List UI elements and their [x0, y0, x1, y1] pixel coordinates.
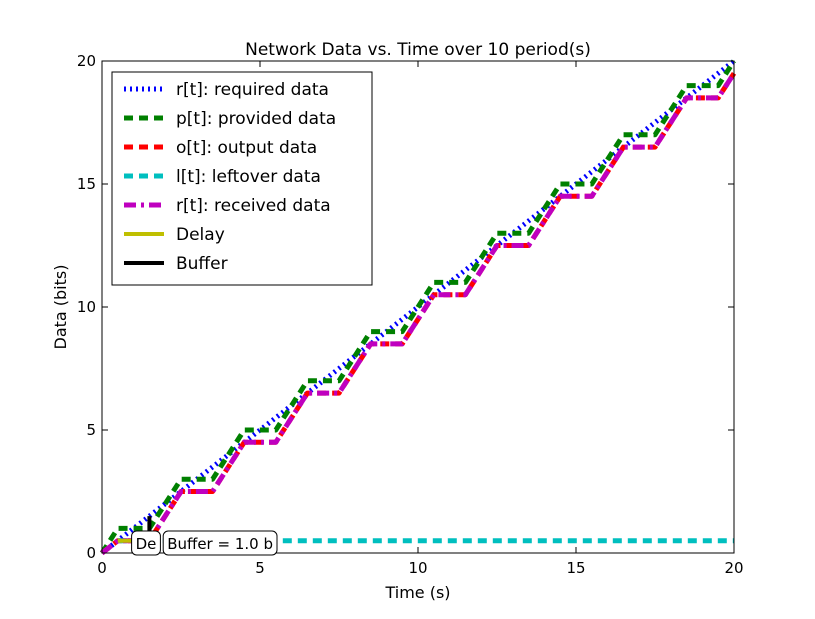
x-axis-label: Time (s) — [384, 583, 450, 602]
series-line-r-t-received-data — [100, 71, 737, 555]
annotation-layer: De Buffer = 1.0 b — [131, 530, 278, 556]
x-tick-label: 5 — [255, 559, 265, 577]
y-axis-label: Data (bits) — [51, 265, 70, 350]
legend-label: p[t]: provided data — [176, 109, 336, 129]
chart-title: Network Data vs. Time over 10 period(s) — [245, 40, 591, 60]
legend-entry-delay: Delay — [124, 225, 225, 245]
legend-entry-o-t-output-data: o[t]: output data — [124, 138, 317, 158]
series-layer — [99, 59, 737, 555]
legend-entry-l-t-leftover-data: l[t]: leftover data — [124, 167, 321, 187]
x-tick-label: 15 — [566, 559, 585, 577]
annotation-box — [131, 530, 161, 556]
annotation-text: De — [136, 535, 157, 553]
y-tick-label: 10 — [77, 298, 96, 316]
legend-label: Delay — [176, 225, 225, 245]
legend-label: r[t]: received data — [176, 196, 331, 216]
annotation-box — [162, 530, 278, 556]
annotation-buffer-1-0-b: Buffer = 1.0 b — [162, 530, 278, 556]
series-line-r-t-required-data — [100, 59, 736, 555]
x-tick-label: 0 — [97, 559, 107, 577]
series-line-p-t-provided-data — [99, 59, 737, 555]
legend-label: l[t]: leftover data — [176, 167, 321, 187]
y-tick-label: 20 — [77, 52, 96, 70]
legend: r[t]: required data p[t]: provided data o[… — [111, 71, 373, 286]
legend-label: r[t]: required data — [176, 80, 329, 100]
legend-label: Buffer — [176, 254, 228, 274]
legend-entry-r-t-required-data: r[t]: required data — [124, 80, 329, 100]
legend-entry-buffer: Buffer — [124, 254, 228, 274]
legend-entry-p-t-provided-data: p[t]: provided data — [124, 109, 336, 129]
x-tick-label: 10 — [408, 559, 427, 577]
legend-label: o[t]: output data — [176, 138, 317, 158]
y-tick-label: 15 — [77, 175, 96, 193]
annotation-text: Buffer = 1.0 b — [167, 535, 273, 553]
annotation-de: De — [131, 530, 161, 556]
y-tick-label: 0 — [86, 544, 96, 562]
legend-entry-r-t-received-data: r[t]: received data — [124, 196, 331, 216]
x-tick-label: 20 — [724, 559, 743, 577]
y-tick-label: 5 — [86, 421, 96, 439]
